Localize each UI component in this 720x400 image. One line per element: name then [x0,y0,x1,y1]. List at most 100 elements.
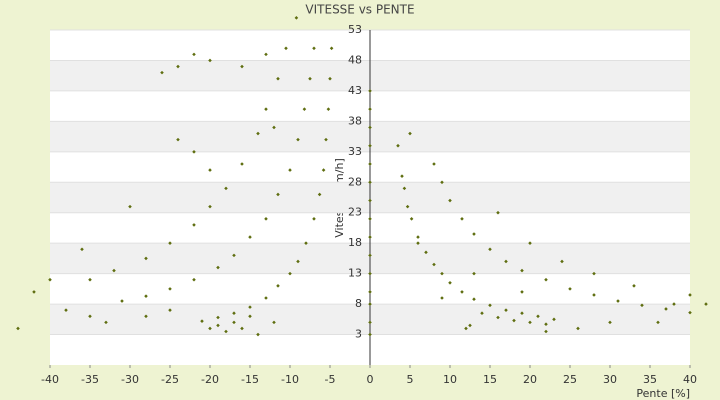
point [544,329,548,334]
point [664,307,668,311]
y-tick-label: 18 [348,236,362,249]
point [448,198,452,203]
x-tick-label: 25 [563,373,577,386]
point [144,294,148,298]
point [272,320,276,325]
point [302,107,307,111]
point [248,305,252,309]
x-tick-label: 30 [603,373,617,386]
point [104,320,108,325]
y-tick-label: 53 [348,23,362,36]
point [416,241,420,245]
x-tick-label: 35 [643,373,657,386]
y-tick-label: 38 [348,114,362,127]
point [248,235,252,239]
point [256,332,260,337]
point [264,217,268,221]
point [568,287,572,291]
point [168,308,172,312]
point [368,180,372,185]
point [440,180,444,185]
x-tick-label: 5 [407,373,414,386]
point [200,319,204,323]
x-tick-label: 20 [523,373,537,386]
point [440,271,444,276]
point [144,256,148,261]
point [256,131,260,136]
point [368,143,372,148]
point [632,284,636,288]
point [192,223,196,227]
point [176,137,180,142]
point [326,107,331,111]
point [368,290,372,294]
point [408,131,412,136]
point [112,268,116,273]
point [304,241,308,245]
point [264,107,268,111]
point [208,168,212,172]
point [192,277,196,282]
point [536,314,540,319]
point [240,64,244,69]
point [688,310,692,315]
point [432,162,436,166]
point [308,76,312,81]
point [120,299,124,303]
point [368,107,372,111]
point [288,168,292,172]
point [80,247,84,252]
point [402,186,407,191]
point [192,150,196,154]
point [448,280,452,285]
point [576,326,580,331]
y-tick-label: 13 [348,267,362,280]
point [16,326,20,331]
x-tick-label: 40 [683,373,697,386]
point [488,247,492,252]
point [264,296,268,300]
point [232,253,236,258]
point [312,217,316,221]
point [324,137,328,142]
point [440,296,444,300]
point [472,232,476,236]
point [488,303,492,308]
point [409,217,414,221]
point [284,46,288,51]
point [321,168,326,172]
point [504,259,508,264]
point [276,284,280,288]
x-axis-title: Pente [%] [636,387,690,400]
point [656,320,660,325]
point [560,259,564,264]
point [504,308,508,312]
point [460,217,464,221]
x-tick-label: -10 [281,373,299,386]
point [224,329,228,334]
point [528,241,532,245]
x-tick-label: -35 [81,373,99,386]
point [168,241,172,245]
point [144,314,148,319]
point [88,277,92,282]
point [688,293,692,297]
point [296,259,300,264]
point [317,192,322,197]
point [472,271,476,276]
point [672,302,676,306]
y-tick-label: 48 [348,53,362,66]
point [272,125,276,130]
x-tick-label: -5 [325,373,336,386]
point [368,302,372,306]
point [544,277,548,282]
point [176,64,180,69]
point [128,204,132,209]
point [416,235,420,239]
point [216,265,220,270]
point [240,326,244,331]
x-tick-label: 15 [483,373,497,386]
point [472,297,476,302]
y-tick-label: 8 [355,297,362,310]
point [368,271,372,276]
